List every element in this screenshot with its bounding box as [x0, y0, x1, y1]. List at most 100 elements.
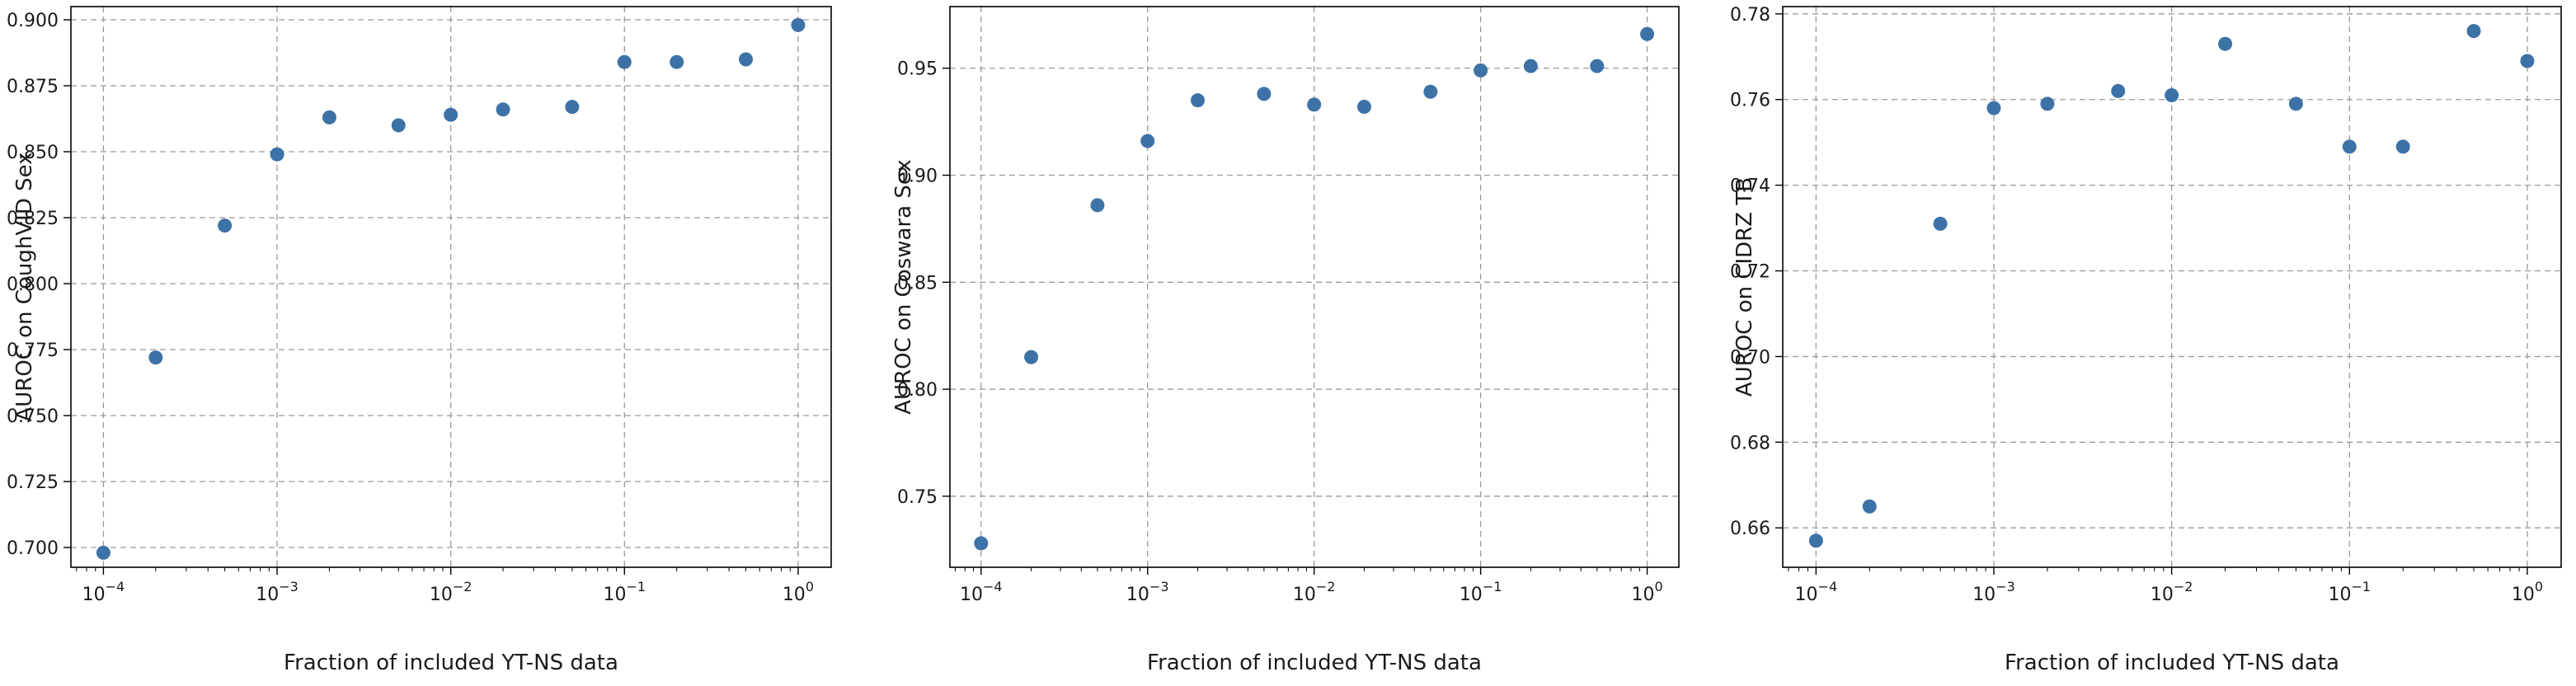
x-tick-label-base: 10 [783, 585, 806, 605]
data-point [1356, 99, 1371, 114]
y-tick-label: 0.850 [7, 143, 59, 163]
x-tick-label-exponent: −2 [453, 579, 472, 594]
data-point [270, 147, 284, 162]
data-point [322, 110, 336, 125]
x-tick-label-exponent: −1 [626, 579, 646, 594]
y-tick-label: 0.66 [1730, 519, 1770, 539]
x-tick-label-base: 10 [256, 585, 279, 605]
y-tick-label: 0.725 [7, 472, 59, 493]
data-point [2288, 96, 2303, 111]
y-tick-label: 0.900 [7, 11, 59, 31]
y-tick-label: 0.825 [7, 209, 59, 229]
data-point [391, 118, 406, 133]
x-tick-label-base: 10 [1126, 585, 1149, 605]
x-tick-label: 10−2 [2151, 579, 2193, 605]
y-tick-label: 0.85 [897, 273, 938, 294]
x-tick-label-exponent: −3 [1995, 579, 2015, 594]
data-point [617, 54, 632, 69]
x-axis-title: Fraction of included YT-NS data [1147, 651, 1482, 675]
y-tick-label: 0.70 [1730, 347, 1770, 368]
data-point [218, 218, 233, 233]
plot-frame [1782, 6, 2562, 568]
x-tick-label: 10−4 [1795, 579, 1838, 605]
x-tick-label: 10−3 [1972, 579, 2015, 605]
y-tick-label: 0.95 [897, 59, 938, 80]
data-point [565, 100, 580, 115]
chart-cidrz: 10−4 10−3 10−2 10−1 1000.660.680.700.720.740… [1730, 5, 2562, 675]
x-tick-label-base: 10 [960, 585, 983, 605]
y-tick-label: 0.68 [1730, 433, 1770, 453]
y-tick-label: 0.875 [7, 77, 59, 97]
x-tick-label: 10−1 [1460, 579, 1502, 605]
data-point [2342, 139, 2357, 154]
chart-coughvid: 10−4 10−3 10−2 10−1 1000.7000.7250.7500.7750… [7, 6, 832, 675]
data-point [2520, 54, 2535, 68]
y-tick-label: 0.80 [897, 380, 938, 401]
y-tick-label: 0.750 [7, 406, 59, 427]
data-point [1933, 216, 1948, 231]
data-point [1640, 26, 1655, 41]
x-tick-label-base: 10 [430, 585, 453, 605]
x-axis-title: Fraction of included YT-NS data [2005, 651, 2339, 675]
x-tick-label-base: 10 [82, 585, 106, 605]
x-tick-label-exponent: −2 [2174, 579, 2193, 594]
x-tick-label-exponent: −4 [1818, 579, 1838, 594]
y-tick-label: 0.78 [1730, 5, 1770, 26]
x-tick-label-base: 10 [1460, 585, 1483, 605]
data-point [1257, 87, 1272, 101]
data-point [1024, 350, 1039, 364]
x-tick-label-base: 10 [1631, 585, 1654, 605]
x-tick-label: 10−2 [430, 579, 472, 605]
x-tick-label-base: 10 [1293, 585, 1316, 605]
data-point [1423, 84, 1438, 99]
y-tick-label: 0.74 [1730, 176, 1770, 197]
x-tick-label-base: 10 [1795, 585, 1818, 605]
x-tick-label-exponent: −3 [1149, 579, 1169, 594]
y-tick-label: 0.72 [1730, 262, 1770, 283]
data-point [1090, 198, 1105, 213]
x-tick-label: 10−4 [960, 579, 1003, 605]
data-point [2395, 139, 2410, 154]
data-point [1986, 101, 2001, 115]
data-point [739, 52, 754, 67]
x-tick-label-exponent: 0 [1654, 579, 1662, 594]
data-point [148, 350, 163, 365]
data-point [1191, 93, 1206, 108]
y-tick-label: 0.75 [897, 487, 938, 508]
data-point [2040, 96, 2055, 111]
x-tick-label-exponent: 0 [806, 579, 814, 594]
y-tick-label: 0.775 [7, 341, 59, 361]
chart-coswara: 10−4 10−3 10−2 10−1 1000.750.800.850.900.95F… [891, 6, 1680, 675]
y-axis-title: AUROC on CoughVID Sex [12, 152, 37, 421]
x-tick-label-exponent: −4 [983, 579, 1003, 594]
x-tick-label-base: 10 [2151, 585, 2174, 605]
data-point [1808, 533, 1823, 548]
y-axis-title: AUROC on CIDRZ TB [1732, 177, 1757, 397]
y-tick-label: 0.90 [897, 167, 938, 187]
x-tick-label-exponent: −4 [106, 579, 125, 594]
x-tick-label-exponent: −2 [1316, 579, 1336, 594]
x-tick-label-exponent: 0 [2535, 579, 2543, 594]
data-point [1523, 59, 1538, 73]
x-tick-label: 10−1 [603, 579, 646, 605]
data-point [1474, 63, 1488, 78]
data-point [444, 107, 458, 122]
x-tick-label: 10−1 [2329, 579, 2372, 605]
x-tick-label: 100 [783, 579, 814, 605]
x-tick-label: 10−2 [1293, 579, 1336, 605]
x-tick-label-base: 10 [1972, 585, 1995, 605]
data-point [2218, 36, 2233, 51]
x-tick-label: 10−4 [82, 579, 125, 605]
x-tick-label-exponent: −1 [2352, 579, 2372, 594]
data-point [1862, 499, 1877, 514]
x-tick-label-base: 10 [2329, 585, 2352, 605]
data-point [2111, 83, 2126, 98]
data-point [496, 102, 510, 117]
data-point [1590, 59, 1605, 73]
x-tick-label-base: 10 [2512, 585, 2535, 605]
x-tick-label: 10−3 [1126, 579, 1169, 605]
data-point [96, 545, 110, 560]
data-point [2466, 24, 2481, 39]
data-point [670, 54, 684, 69]
x-axis-title: Fraction of included YT-NS data [284, 651, 618, 675]
